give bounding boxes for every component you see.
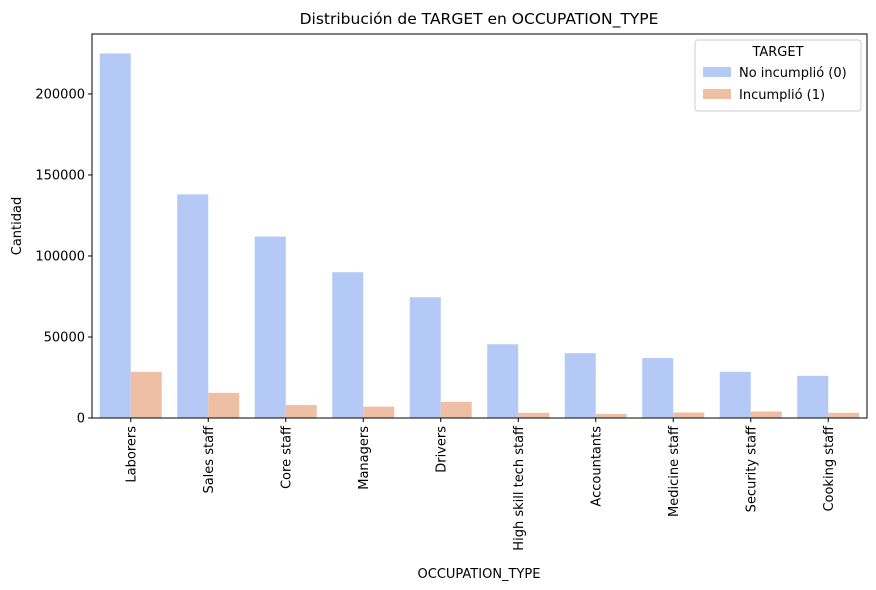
x-tick-label: Core staff [279, 425, 294, 489]
bar-default-7 [673, 412, 705, 418]
bars-group [99, 53, 860, 418]
bar-default-2 [285, 405, 317, 418]
bar-no-default-7 [642, 358, 674, 418]
axes-group: 0 50000 100000 150000 200000 Laborers Sales st… [35, 33, 868, 551]
legend-swatch [703, 89, 731, 99]
bar-no-default-4 [409, 297, 441, 418]
bar-default-1 [208, 392, 240, 418]
x-tick-label: Cooking staff [822, 425, 837, 512]
legend-swatch [703, 67, 731, 77]
bar-no-default-8 [719, 371, 751, 418]
bar-default-9 [828, 412, 860, 418]
x-tick-label: Managers [357, 426, 372, 490]
x-tick-label: Sales staff [202, 425, 217, 494]
y-tick-label: 100000 [35, 249, 85, 264]
x-tick-label: Drivers [434, 426, 449, 473]
y-tick-label: 50000 [44, 330, 85, 345]
x-tick-label: Security staff [744, 425, 759, 512]
bar-no-default-6 [564, 353, 596, 418]
bar-no-default-5 [487, 344, 519, 418]
bar-no-default-2 [254, 236, 286, 418]
chart-title: Distribución de TARGET en OCCUPATION_TYP… [300, 10, 659, 29]
y-tick-label: 0 [77, 412, 85, 427]
legend-entry-label: No incumplió (0) [739, 66, 847, 81]
bar-no-default-1 [177, 194, 209, 418]
x-tick-label: Accountants [589, 426, 604, 507]
x-axis-label: OCCUPATION_TYPE [418, 567, 541, 582]
bar-no-default-9 [797, 375, 829, 418]
bar-default-0 [130, 371, 162, 418]
y-tick-label: 200000 [35, 87, 85, 102]
bar-no-default-3 [332, 272, 364, 418]
bar-default-6 [595, 413, 627, 418]
bar-default-5 [518, 412, 550, 418]
bar-no-default-0 [99, 53, 131, 418]
y-tick-label: 150000 [35, 168, 85, 183]
legend: TARGET No incumplió (0) Incumplió (1) [694, 39, 862, 112]
bar-default-4 [440, 401, 472, 418]
x-tick-label: High skill tech staff [512, 425, 527, 551]
y-axis-label: Cantidad [10, 197, 25, 255]
legend-frame [694, 39, 862, 112]
bar-default-8 [750, 411, 782, 418]
x-tick-label: Medicine staff [667, 425, 682, 517]
bar-default-3 [363, 406, 395, 418]
legend-entry-label: Incumplió (1) [739, 88, 825, 103]
legend-title: TARGET [751, 45, 803, 60]
x-tick-label: Laborers [124, 426, 139, 483]
plot-frame [91, 33, 868, 419]
